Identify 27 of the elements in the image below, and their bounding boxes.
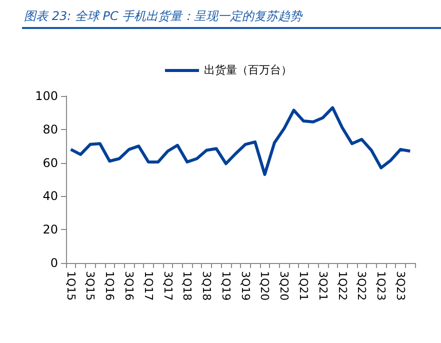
x-tick-label: 3Q18 xyxy=(200,271,214,301)
y-tick-label: 0 xyxy=(50,256,58,270)
x-tick-label: 3Q20 xyxy=(278,271,291,301)
x-tick-label: 3Q16 xyxy=(122,271,136,301)
x-tick-label: 1Q17 xyxy=(142,271,155,301)
x-tick-label: 1Q19 xyxy=(219,271,232,301)
x-tick-label: 1Q23 xyxy=(374,271,388,301)
x-tick-label: 3Q15 xyxy=(84,271,97,301)
y-tick-label: 60 xyxy=(42,156,58,170)
x-tick-label: 3Q23 xyxy=(394,271,407,301)
x-tick-label: 3Q21 xyxy=(316,271,330,301)
x-tick-label: 1Q15 xyxy=(64,271,78,301)
x-tick-label: 1Q22 xyxy=(336,271,349,301)
y-tick-label: 80 xyxy=(42,122,58,136)
x-tick-label: 3Q22 xyxy=(355,271,368,301)
legend-label: 出货量（百万台） xyxy=(204,64,292,76)
x-tick-label: 1Q18 xyxy=(180,271,194,301)
x-tick-label: 1Q20 xyxy=(258,271,272,301)
chart-title: 图表 23: 全球 PC 手机出货量：呈现一定的复苏趋势 xyxy=(24,8,302,25)
x-tick-label: 3Q17 xyxy=(161,271,174,301)
y-tick-label: 40 xyxy=(42,189,58,204)
x-tick-label: 1Q21 xyxy=(297,271,310,301)
x-tick-label: 1Q16 xyxy=(103,271,116,301)
y-tick-label: 100 xyxy=(35,89,58,103)
x-tick-label: 3Q19 xyxy=(238,271,252,301)
y-tick-label: 20 xyxy=(42,222,58,237)
line-series xyxy=(69,106,412,176)
